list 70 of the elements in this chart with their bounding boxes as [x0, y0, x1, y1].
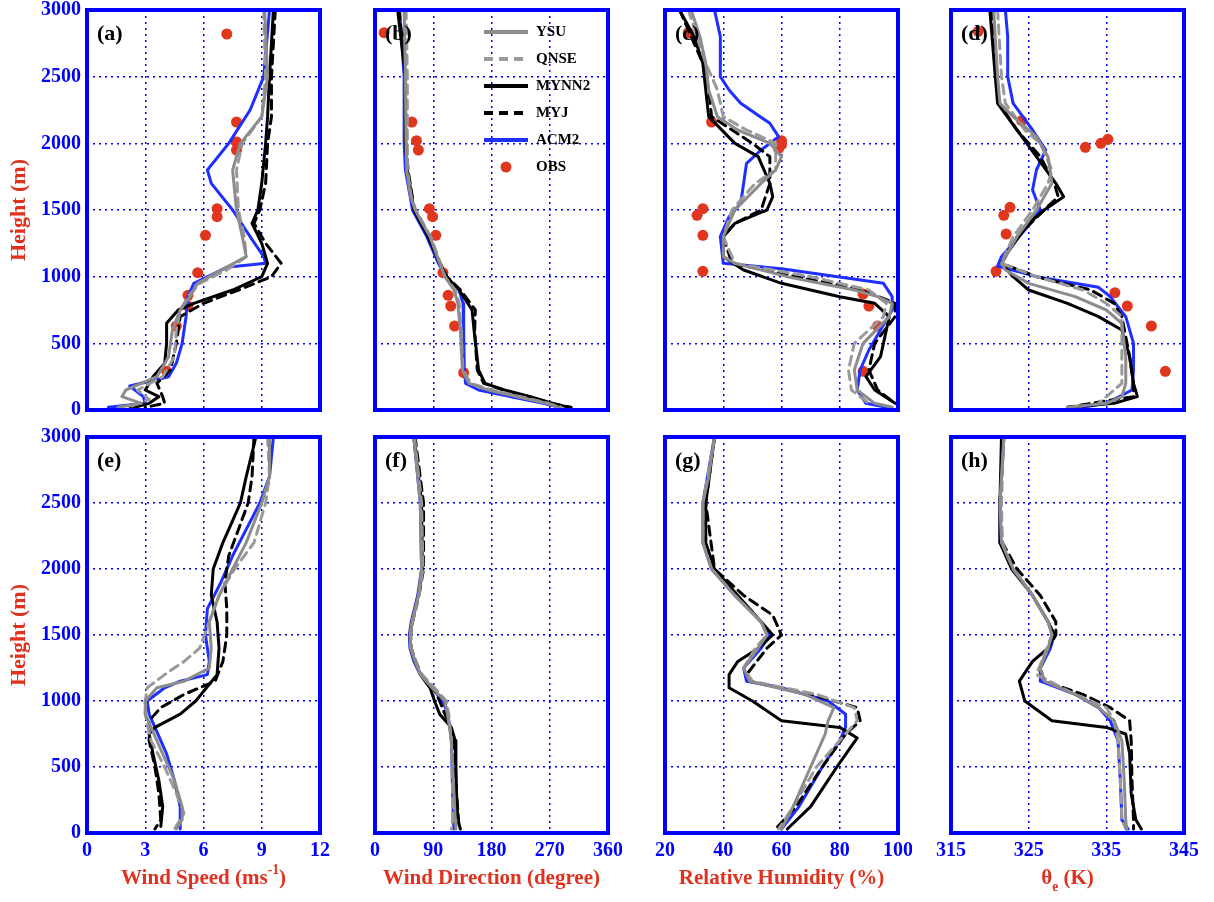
- x-tick-label: 325: [1013, 838, 1044, 861]
- point: [1004, 201, 1016, 213]
- y-axis-title: Height (m): [4, 158, 30, 262]
- annotation: (e): [97, 446, 122, 472]
- y-tick-label: 3000: [41, 0, 81, 20]
- point: [1000, 228, 1012, 240]
- point: [1121, 300, 1133, 312]
- annotation: (a): [97, 19, 123, 45]
- legend-label: MYJ: [536, 103, 569, 120]
- x-tick-label: 6: [198, 838, 209, 861]
- x-axis-title: Relative Humidity (%): [678, 865, 885, 890]
- point: [412, 144, 424, 156]
- x-tick-label: 9: [256, 838, 267, 861]
- point: [427, 211, 439, 223]
- point: [697, 265, 709, 277]
- x-tick-label: 60: [771, 838, 792, 861]
- x-tick-label: 345: [1169, 838, 1199, 861]
- y-tick-label: 2000: [41, 130, 81, 153]
- x-tick-label: 100: [883, 838, 913, 861]
- point: [697, 229, 709, 241]
- x-tick-label: 335: [1091, 838, 1122, 861]
- point: [221, 28, 233, 40]
- y-tick-label: 0: [71, 820, 81, 843]
- y-axis-title: Height (m): [4, 583, 30, 687]
- y-tick-label: 2000: [41, 556, 81, 579]
- y-tick-label: 500: [51, 330, 81, 353]
- x-tick-label: 270: [534, 838, 565, 861]
- point: [442, 289, 454, 301]
- point: [410, 135, 422, 147]
- x-tick-label: 90: [423, 838, 444, 861]
- y-tick-label: 500: [51, 754, 81, 777]
- legend-label: OBS: [536, 157, 567, 174]
- x-tick-label: 80: [829, 838, 850, 861]
- point: [211, 211, 223, 223]
- annotation: (d): [961, 19, 988, 45]
- y-tick-label: 1000: [41, 263, 81, 286]
- point: [1102, 133, 1114, 145]
- annotation: (h): [961, 446, 988, 472]
- legend-label: ACM2: [536, 130, 580, 147]
- point: [998, 209, 1010, 221]
- point: [1109, 287, 1121, 299]
- point: [990, 265, 1002, 277]
- legend-label: MYNN2: [536, 76, 591, 93]
- legend-label: QNSE: [536, 49, 577, 66]
- annotation: (g): [675, 446, 701, 472]
- legend-label: YSU: [536, 22, 567, 39]
- point: [691, 209, 703, 221]
- x-tick-label: 20: [655, 838, 675, 861]
- point: [1145, 320, 1157, 332]
- y-tick-label: 2500: [41, 63, 81, 86]
- x-tick-label: 360: [593, 838, 623, 861]
- point: [199, 229, 211, 241]
- x-axis-title: Wind Direction (degree): [383, 865, 600, 890]
- x-tick-label: 0: [370, 838, 380, 861]
- y-tick-label: 2500: [41, 490, 81, 513]
- x-tick-label: 40: [713, 838, 734, 861]
- annotation: (f): [385, 446, 407, 472]
- y-tick-label: 1500: [41, 622, 81, 645]
- x-tick-label: 315: [936, 838, 966, 861]
- point: [445, 300, 457, 312]
- point: [192, 267, 204, 279]
- y-tick-label: 3000: [41, 424, 81, 447]
- y-tick-label: 0: [71, 397, 81, 420]
- y-tick-label: 1000: [41, 688, 81, 711]
- y-tick-label: 1500: [41, 197, 81, 220]
- point: [1079, 141, 1091, 153]
- x-tick-label: 12: [310, 838, 330, 861]
- x-tick-label: 180: [476, 838, 507, 861]
- point: [1159, 365, 1171, 377]
- x-tick-label: 3: [140, 838, 151, 861]
